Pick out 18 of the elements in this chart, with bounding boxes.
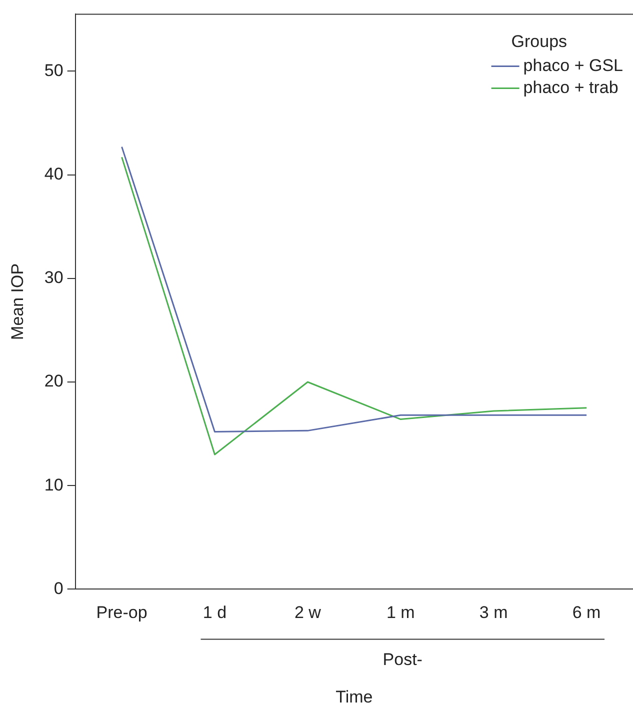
y-tick-label: 0 <box>54 578 64 598</box>
y-tick-label: 50 <box>44 60 64 80</box>
y-tick-label: 10 <box>44 475 64 494</box>
x-tick-label: 1 d <box>202 603 227 622</box>
legend-label: phaco + trab <box>523 78 618 97</box>
x-tick-label: 2 w <box>294 603 322 622</box>
y-tick-label: 40 <box>44 164 64 184</box>
y-tick-label: 20 <box>44 372 64 391</box>
legend-label: phaco + GSL <box>523 56 624 75</box>
x-tick-label: 6 m <box>572 603 601 622</box>
x-tick-label: 1 m <box>386 603 415 622</box>
y-axis-title: Mean IOP <box>8 263 27 340</box>
text: Post- <box>382 650 422 669</box>
x-tick-label: Pre-op <box>96 603 148 622</box>
y-tick-label: 30 <box>44 268 64 288</box>
legend-title: Groups <box>511 32 568 51</box>
x-axis-title: Time <box>336 687 373 706</box>
x-tick-label: 3 m <box>479 603 508 622</box>
